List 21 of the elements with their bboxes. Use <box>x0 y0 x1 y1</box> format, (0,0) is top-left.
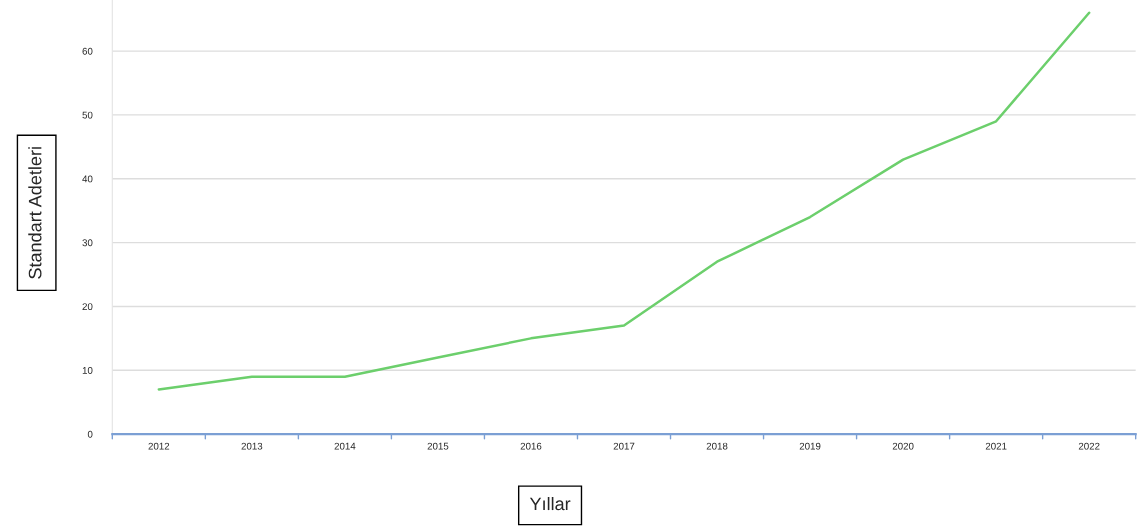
y-tick-label: 30 <box>82 239 93 247</box>
x-tick-label: 2022 <box>1078 442 1100 450</box>
x-tick-label: 2016 <box>520 442 542 450</box>
y-axis-title: Standart Adetleri <box>28 147 42 279</box>
y-tick-label: 20 <box>82 303 93 311</box>
y-tick-label: 10 <box>82 367 93 374</box>
x-tick-label: 2014 <box>334 442 356 450</box>
y-tick-label: 50 <box>82 111 93 119</box>
line-series <box>157 11 1091 391</box>
y-tick-label: 60 <box>82 47 93 55</box>
x-tick-label: 2020 <box>892 442 914 450</box>
x-tick-label: 2012 <box>148 442 170 450</box>
x-axis-title: Yıllar <box>529 496 571 511</box>
x-tick-label: 2017 <box>613 442 635 450</box>
x-tick-label: 2021 <box>985 442 1007 450</box>
y-tick-label: 0 <box>87 430 93 438</box>
x-tick-label: 2018 <box>706 442 728 450</box>
x-tick-label: 2019 <box>799 442 821 450</box>
x-tick-label: 2013 <box>241 442 263 450</box>
y-tick-label: 40 <box>82 175 93 183</box>
x-tick-label: 2015 <box>427 442 449 450</box>
